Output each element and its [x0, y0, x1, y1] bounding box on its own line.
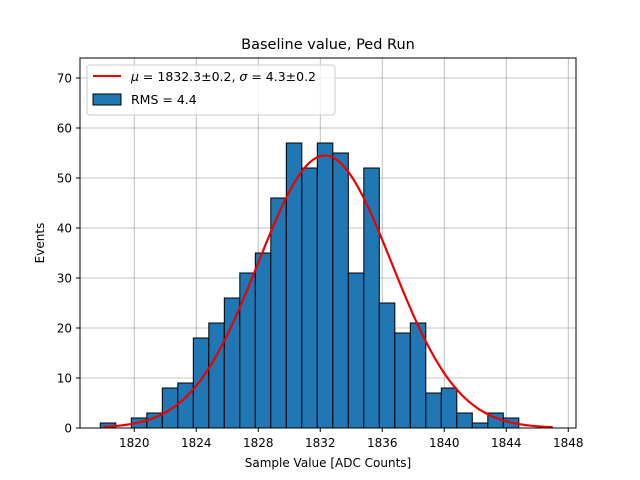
histogram-bar [223, 297, 241, 429]
y-axis-label: Events [33, 223, 47, 264]
x-axis-ticks: 1820 1824 1828 1832 1836 1840 1844 1848 [119, 428, 584, 450]
x-tick-label: 1840 [429, 436, 460, 450]
y-tick-label: 20 [57, 322, 72, 336]
gaussian-fit [103, 154, 553, 429]
y-tick-label: 70 [57, 72, 72, 86]
x-tick-label: 1820 [119, 436, 150, 450]
histogram-bar [332, 152, 349, 429]
y-tick-label: 50 [57, 172, 72, 186]
histogram-bar [363, 167, 380, 429]
x-tick-label: 1848 [553, 436, 584, 450]
legend: μ = 1832.3±0.2, σ = 4.3±0.2 RMS = 4.4 [86, 64, 336, 116]
legend-box [86, 64, 336, 116]
x-tick-label: 1836 [367, 436, 398, 450]
fit-curve [103, 154, 553, 429]
histogram-bar [208, 322, 225, 429]
legend-fit-label: μ = 1832.3±0.2, σ = 4.3±0.2 [130, 69, 316, 84]
histogram-bar [192, 337, 210, 429]
x-tick-label: 1832 [305, 436, 336, 450]
x-axis-label: Sample Value [ADC Counts] [245, 456, 411, 470]
histogram-bar [440, 387, 458, 429]
x-tick-label: 1824 [181, 436, 212, 450]
histogram-bar [254, 252, 272, 429]
histogram-bar [471, 422, 489, 429]
y-tick-label: 30 [57, 272, 72, 286]
histogram-bar [347, 272, 365, 429]
histogram-bar [394, 332, 411, 429]
legend-hist-swatch [92, 93, 122, 106]
histogram-bar [270, 197, 287, 429]
histogram-bar [239, 272, 256, 429]
histogram-bar [316, 142, 334, 429]
plot-frame [79, 57, 577, 429]
y-tick-label: 60 [57, 122, 72, 136]
x-tick-label: 1828 [243, 436, 274, 450]
y-axis-ticks: 0 10 20 30 40 50 60 70 [57, 72, 80, 436]
y-tick-label: 10 [57, 372, 72, 386]
legend-hist-label: RMS = 4.4 [131, 92, 197, 107]
histogram-bar [425, 392, 442, 429]
histogram-bar [378, 302, 396, 429]
x-tick-label: 1844 [491, 436, 522, 450]
chart-title: Baseline value, Ped Run [241, 37, 415, 53]
histogram-bar [285, 142, 303, 429]
histogram-bar [161, 387, 179, 429]
y-tick-label: 0 [64, 422, 72, 436]
histogram-bar [456, 412, 473, 429]
histogram-bar [301, 167, 318, 429]
histogram-bar [177, 382, 194, 429]
y-tick-label: 40 [57, 222, 72, 236]
